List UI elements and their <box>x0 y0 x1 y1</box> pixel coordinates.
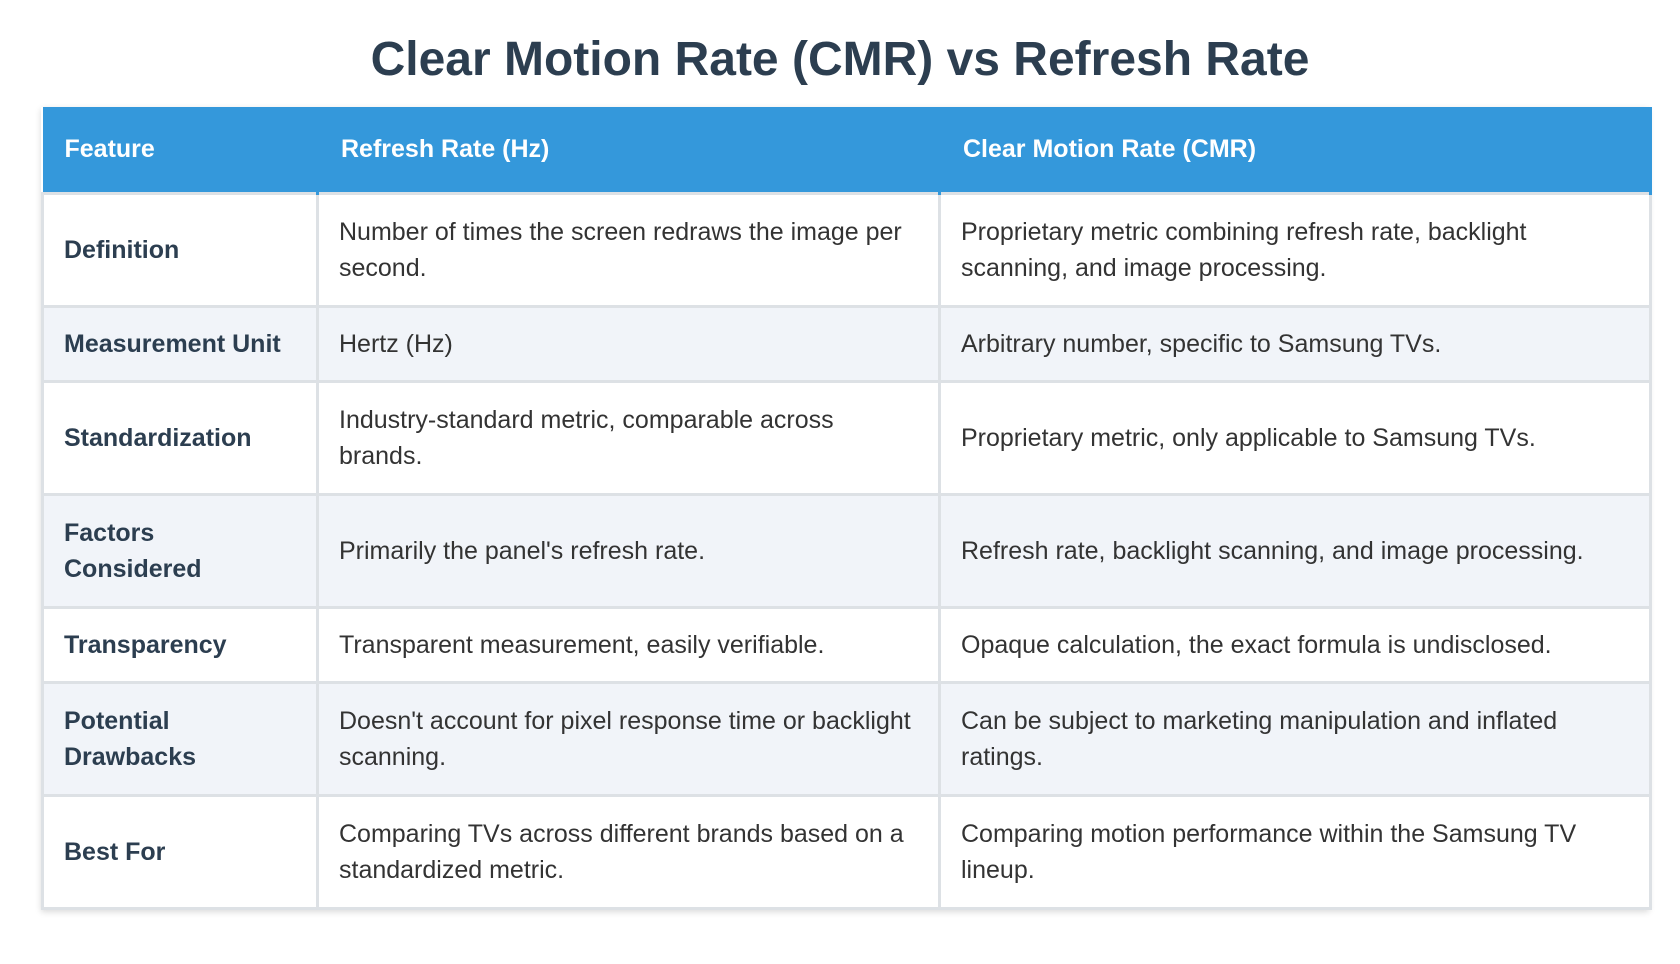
refresh-rate-cell: Industry-standard metric, comparable acr… <box>316 380 941 496</box>
table-row: Best For Comparing TVs across different … <box>41 794 1652 910</box>
comparison-table-container: Feature Refresh Rate (Hz) Clear Motion R… <box>41 107 1652 910</box>
cmr-cell: Arbitrary number, specific to Samsung TV… <box>938 305 1652 383</box>
table-row: Measurement Unit Hertz (Hz) Arbitrary nu… <box>41 305 1652 383</box>
feature-cell: Definition <box>41 192 319 308</box>
cmr-cell: Can be subject to marketing manipulation… <box>938 681 1652 797</box>
refresh-rate-cell: Doesn't account for pixel response time … <box>316 681 941 797</box>
feature-cell: Measurement Unit <box>41 305 319 383</box>
refresh-rate-cell: Comparing TVs across different brands ba… <box>316 794 941 910</box>
cmr-cell: Proprietary metric combining refresh rat… <box>938 192 1652 308</box>
refresh-rate-cell: Number of times the screen redraws the i… <box>316 192 941 308</box>
refresh-rate-cell: Primarily the panel's refresh rate. <box>316 493 941 609</box>
table-row: Transparency Transparent measurement, ea… <box>41 606 1652 684</box>
cmr-cell: Refresh rate, backlight scanning, and im… <box>938 493 1652 609</box>
comparison-table: Feature Refresh Rate (Hz) Clear Motion R… <box>41 107 1652 910</box>
refresh-rate-cell: Transparent measurement, easily verifiab… <box>316 606 941 684</box>
feature-cell: Standardization <box>41 380 319 496</box>
feature-cell: Factors Considered <box>41 493 319 609</box>
cmr-cell: Proprietary metric, only applicable to S… <box>938 380 1652 496</box>
feature-cell: Transparency <box>41 606 319 684</box>
table-row: Definition Number of times the screen re… <box>41 192 1652 308</box>
table-row: Factors Considered Primarily the panel's… <box>41 493 1652 609</box>
refresh-rate-cell: Hertz (Hz) <box>316 305 941 383</box>
table-row: Standardization Industry-standard metric… <box>41 380 1652 496</box>
column-header-cmr: Clear Motion Rate (CMR) <box>939 107 1652 194</box>
page-title: Clear Motion Rate (CMR) vs Refresh Rate <box>370 33 1310 86</box>
cmr-cell: Opaque calculation, the exact formula is… <box>938 606 1652 684</box>
column-header-refresh-rate: Refresh Rate (Hz) <box>317 107 941 194</box>
column-header-feature: Feature <box>42 107 319 194</box>
cmr-cell: Comparing motion performance within the … <box>938 794 1652 910</box>
feature-cell: Best For <box>41 794 319 910</box>
table-row: Potential Drawbacks Doesn't account for … <box>41 681 1652 797</box>
table-header-row: Feature Refresh Rate (Hz) Clear Motion R… <box>42 107 1652 194</box>
feature-cell: Potential Drawbacks <box>41 681 319 797</box>
